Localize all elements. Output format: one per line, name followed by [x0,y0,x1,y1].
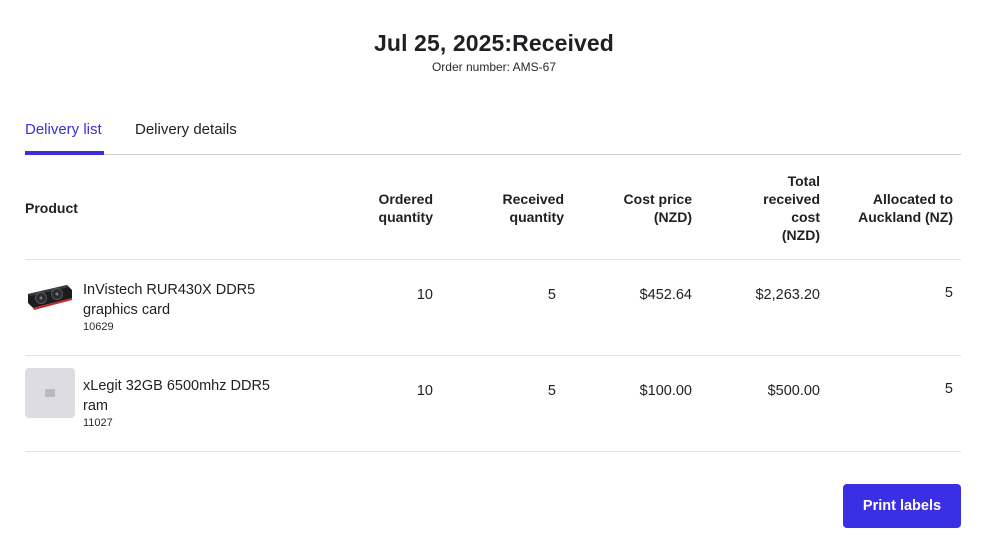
header-line: quantity [509,209,564,225]
page-title: Jul 25, 2025:Received [374,30,614,56]
cost-price: $452.64 [639,287,692,303]
product-thumbnail-placeholder [25,368,75,418]
ordered-quantity: 10 [416,383,433,399]
allocated-quantity: 5 [944,285,953,301]
total-received-cost: $2,263.20 [755,287,820,303]
header-line: Auckland (NZ) [858,209,953,225]
print-labels-button[interactable]: Print labels [843,484,961,528]
tab-delivery-list[interactable]: Delivery list [25,121,102,138]
table-header: Product Ordered quantity Received quanti… [25,156,961,260]
order-number: Order number: AMS-67 [431,60,557,74]
column-header-cost-price: Cost price (NZD) [624,190,692,226]
page-header: Jul 25, 2025:Received Order number: AMS-… [0,30,988,74]
header-line: received [763,191,820,207]
product-name: xLegit 32GB 6500mhz DDR5 ram [83,378,270,414]
received-quantity: 5 [547,287,556,303]
ordered-quantity: 10 [416,287,433,303]
tab-bar: Delivery list Delivery details [25,112,961,155]
product-name: InVistech RUR430X DDR5 graphics card [83,282,256,318]
tab-delivery-details[interactable]: Delivery details [135,121,237,138]
allocated-quantity: 5 [944,381,953,397]
column-header-product: Product [25,200,78,216]
cost-price: $100.00 [639,383,692,399]
total-received-cost: $500.00 [767,383,820,399]
delivery-table: Product Ordered quantity Received quanti… [25,156,961,452]
active-tab-indicator [25,151,104,155]
table-row: InVistech RUR430X DDR5 graphics card 106… [25,260,961,356]
column-header-received-quantity: Received quantity [503,190,564,226]
header-line: Allocated to [872,191,953,207]
header-line: Cost price [623,191,692,207]
column-header-total-received-cost: Total received cost (NZD) [763,172,820,244]
header-line: (NZD) [653,209,692,225]
header-line: quantity [378,209,433,225]
product-sku: 11027 [83,417,113,429]
header-line: Ordered [378,191,433,207]
header-line: cost [791,209,820,225]
column-header-allocated: Allocated to Auckland (NZ) [858,190,953,226]
image-placeholder-icon [45,389,55,397]
header-line: Received [502,191,564,207]
received-quantity: 5 [547,383,556,399]
product-sku: 10629 [83,321,114,333]
graphics-card-thumbnail [25,272,75,322]
header-line: (NZD) [781,227,820,243]
graphics-card-icon [25,272,75,322]
header-line: Total [787,173,820,189]
column-header-ordered-quantity: Ordered quantity [379,190,433,226]
table-row: xLegit 32GB 6500mhz DDR5 ram 11027 10 5 … [25,356,961,452]
